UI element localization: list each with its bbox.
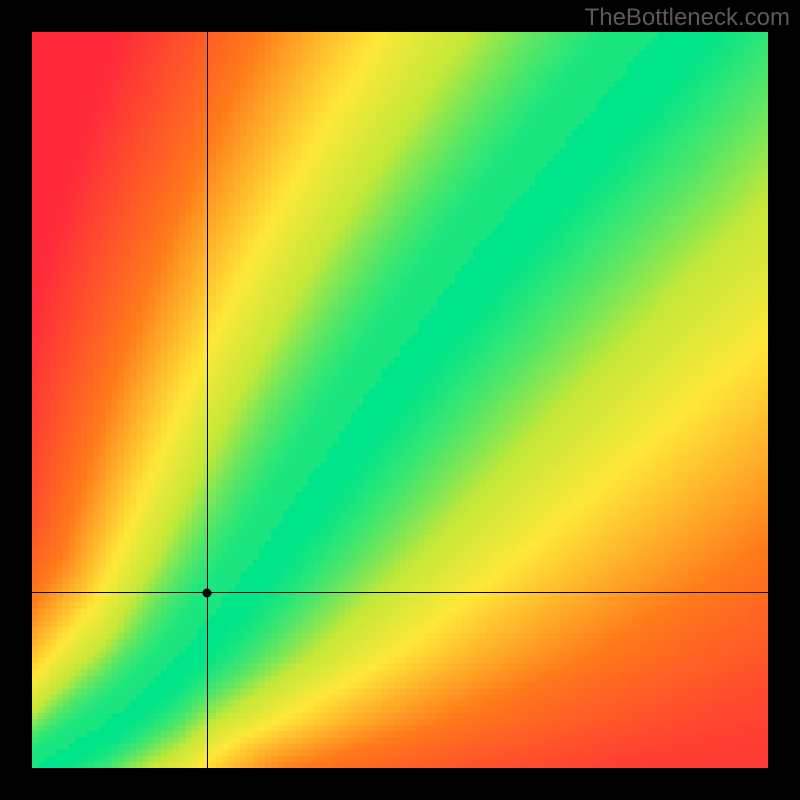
heatmap-canvas (32, 32, 768, 768)
watermark-text: TheBottleneck.com (585, 4, 790, 32)
chart-container: TheBottleneck.com (0, 0, 800, 800)
crosshair-horizontal (32, 592, 768, 593)
marker-dot (203, 588, 212, 597)
crosshair-vertical (207, 32, 208, 768)
